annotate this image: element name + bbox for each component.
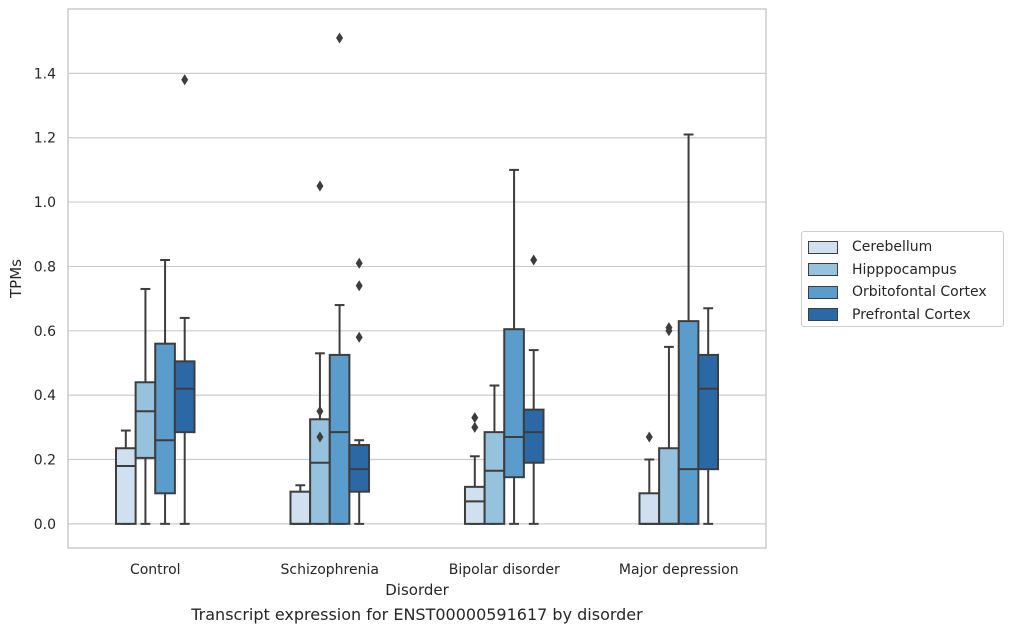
box-iqr <box>289 490 312 525</box>
x-tick-label: Control <box>130 562 181 578</box>
outlier-point <box>471 421 479 433</box>
legend-label: Prefrontal Cortex <box>852 306 971 323</box>
legend-swatch-cerebellum <box>808 240 838 254</box>
legend-item-cerebellum: Cerebellum <box>808 236 1003 259</box>
x-axis-ticks: Control Schizophrenia Bipolar disorder Majo… <box>130 562 739 578</box>
legend-item-prefrontal: Prefrontal Cortex <box>808 304 1003 327</box>
y-tick-label: 1.2 <box>34 131 56 147</box>
outlier-point <box>355 331 363 343</box>
legend-label: Orbitofontal Cortex <box>852 284 987 301</box>
box-orbitofontal-cortex <box>154 258 176 525</box>
outlier-point <box>665 322 673 334</box>
box-hipppocampus <box>309 180 331 525</box>
box-hipppocampus <box>134 287 157 525</box>
y-axis-label: TPMs <box>7 259 25 299</box>
legend-swatch-prefrontal <box>808 308 838 322</box>
legend: Cerebellum Hipppocampus Orbitofontal Cor… <box>801 231 1004 327</box>
plot-area-frame <box>67 8 767 549</box>
box-iqr <box>677 320 700 525</box>
outlier-point <box>316 405 324 417</box>
x-tick-label: Major depression <box>619 562 739 578</box>
y-tick-label: 0.8 <box>34 259 56 275</box>
chart-title: Transcript expression for ENST0000059161… <box>191 605 643 624</box>
box-iqr <box>114 447 137 525</box>
box-iqr <box>638 492 661 525</box>
outlier-point <box>355 257 363 269</box>
box-prefrontal-cortex <box>348 257 371 525</box>
legend-swatch-hippocampus <box>808 263 838 277</box>
box-cerebellum <box>114 429 137 525</box>
box-iqr <box>173 360 196 434</box>
x-axis-label: Disorder <box>385 581 449 599</box>
y-tick-label: 0.2 <box>34 453 56 469</box>
boxes <box>114 32 720 525</box>
box-orbitofontal-cortex <box>503 168 525 525</box>
box-orbitofontal-cortex <box>677 133 700 525</box>
box-prefrontal-cortex <box>697 307 720 525</box>
box-iqr <box>463 485 486 525</box>
outlier-point <box>316 431 324 443</box>
legend-label: Cerebellum <box>852 239 933 256</box>
outlier-point <box>471 412 479 424</box>
outlier-point <box>530 254 538 266</box>
box-iqr <box>503 328 525 479</box>
legend-item-hippocampus: Hipppocampus <box>808 259 1003 282</box>
y-tick-label: 1.0 <box>34 195 56 211</box>
box-iqr <box>328 353 351 525</box>
outlier-point <box>645 431 653 443</box>
box-hipppocampus <box>658 322 680 525</box>
y-tick-label: 0.0 <box>34 517 56 533</box>
outlier-point <box>316 180 324 192</box>
box-orbitofontal-cortex <box>328 32 351 525</box>
x-tick-label: Bipolar disorder <box>449 562 560 578</box>
box-iqr <box>154 342 176 495</box>
box-iqr <box>483 431 506 525</box>
box-prefrontal-cortex <box>522 254 545 525</box>
box-iqr <box>134 381 157 459</box>
box-cerebellum <box>638 431 661 525</box>
box-iqr <box>697 353 720 471</box>
legend-swatch-orbitofrontal <box>808 285 838 299</box>
outlier-point <box>336 32 344 44</box>
outlier-point <box>355 280 363 292</box>
legend-label: Hipppocampus <box>852 261 957 278</box>
box-prefrontal-cortex <box>173 74 196 525</box>
box-cerebellum <box>463 412 486 525</box>
box-iqr <box>522 408 545 464</box>
x-tick-label: Schizophrenia <box>281 562 379 578</box>
legend-item-orbitofrontal: Orbitofontal Cortex <box>808 281 1003 304</box>
y-tick-label: 0.6 <box>34 324 56 340</box>
box-hipppocampus <box>483 384 506 525</box>
y-axis-ticks: 0.0 0.2 0.4 0.6 0.8 1.0 1.2 1.4 <box>34 66 56 533</box>
outlier-point <box>181 74 189 86</box>
y-tick-label: 1.4 <box>34 66 56 82</box>
box-cerebellum <box>289 484 312 525</box>
y-tick-label: 0.4 <box>34 388 56 404</box>
box-iqr <box>658 447 680 525</box>
